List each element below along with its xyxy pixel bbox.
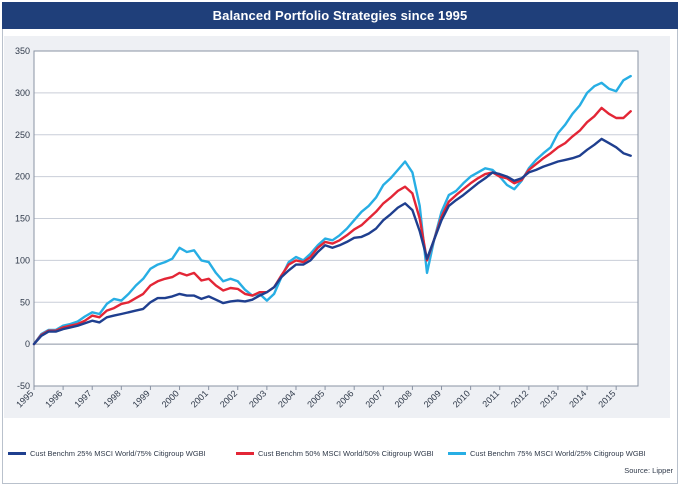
series-line-0 <box>32 137 632 346</box>
series-line-2 <box>32 74 632 346</box>
y-tick-label: 250 <box>15 130 30 140</box>
legend-label-50: Cust Benchm 50% MSCI World/50% Citigroup… <box>258 449 434 458</box>
x-tick-label: 1997 <box>72 388 93 409</box>
x-tick-label: 2000 <box>160 388 181 409</box>
source-note: Source: Lipper <box>624 466 673 475</box>
line-chart: -50 0 50 100 150 200 250 300 350 1995 1996 1997 1998… <box>14 46 639 410</box>
x-tick-label: 2010 <box>451 388 472 409</box>
x-tick-label: 2004 <box>276 388 297 409</box>
x-tick-label: 1998 <box>102 388 123 409</box>
y-tick-label: 350 <box>15 46 30 56</box>
x-tick-label: 2002 <box>218 388 239 409</box>
legend-item-75: Cust Benchm 75% MSCI World/25% Citigroup… <box>448 449 646 458</box>
x-tick-label: 2012 <box>509 388 530 409</box>
y-tick-label: 300 <box>15 88 30 98</box>
series-line-1 <box>32 106 632 346</box>
legend-label-75: Cust Benchm 75% MSCI World/25% Citigroup… <box>470 449 646 458</box>
x-tick-label: 2013 <box>538 388 559 409</box>
chart-title: Balanced Portfolio Strategies since 1995 <box>2 2 678 29</box>
legend-label-25: Cust Benchm 25% MSCI World/75% Citigroup… <box>30 449 206 458</box>
legend-swatch-25 <box>8 452 26 455</box>
y-tick-label: 200 <box>15 172 30 182</box>
x-tick-label: 2014 <box>567 388 588 409</box>
y-tick-label: 0 <box>25 339 30 349</box>
legend-item-25: Cust Benchm 25% MSCI World/75% Citigroup… <box>8 449 206 458</box>
x-tick-label: 2003 <box>247 388 268 409</box>
x-tick-label: 2009 <box>422 388 443 409</box>
x-tick-label: 2011 <box>480 388 501 409</box>
legend: Cust Benchm 25% MSCI World/75% Citigroup… <box>8 449 674 463</box>
x-tick-label: 2006 <box>334 388 355 409</box>
x-tick-label: 1996 <box>43 388 64 409</box>
x-tick-label: 2008 <box>393 388 414 409</box>
y-tick-label: 150 <box>15 214 30 224</box>
x-tick-label: 1995 <box>14 388 35 409</box>
x-tick-label: 1999 <box>131 388 152 409</box>
plot-panel: -50 0 50 100 150 200 250 300 350 1995 1996 1997 1998… <box>4 36 670 418</box>
x-tick-label: 2007 <box>363 388 384 409</box>
legend-swatch-50 <box>236 452 254 455</box>
plot-border <box>33 50 639 387</box>
x-tick-label: 2001 <box>189 388 210 409</box>
x-tick-label: 2015 <box>596 388 617 409</box>
legend-swatch-75 <box>448 452 466 455</box>
y-tick-label: -50 <box>17 381 30 391</box>
y-tick-label: 50 <box>20 297 30 307</box>
y-tick-label: 100 <box>15 255 30 265</box>
legend-item-50: Cust Benchm 50% MSCI World/50% Citigroup… <box>236 449 434 458</box>
x-tick-label: 2005 <box>305 388 326 409</box>
